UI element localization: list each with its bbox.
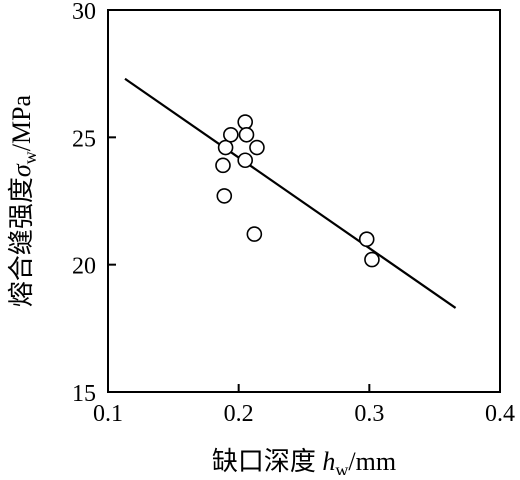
trend-line: [124, 77, 457, 309]
data-point: [358, 231, 375, 247]
data-point: [237, 114, 253, 130]
data-point: [216, 188, 233, 204]
y-tick-label: 25: [72, 126, 96, 152]
data-point: [246, 226, 263, 242]
data-point: [237, 152, 253, 169]
y-tick-label: 15: [72, 381, 96, 407]
data-point: [364, 251, 380, 268]
y-axis-title: 熔合缝强度σw/MPa: [7, 94, 40, 307]
data-point: [249, 139, 265, 156]
x-tick-label: 0.3: [354, 401, 384, 427]
y-tick-label: 20: [72, 254, 96, 280]
x-tick-label: 0.2: [224, 401, 254, 427]
data-point: [223, 126, 239, 143]
x-axis-title: 缺口深度 hw/mm: [212, 447, 396, 475]
x-tick-label: 0.1: [93, 401, 123, 427]
data-point: [238, 126, 255, 143]
y-tick-label: 30: [72, 0, 96, 25]
x-tick-label: 0.4: [485, 401, 515, 427]
data-point: [217, 139, 234, 156]
plot-frame: [107, 9, 501, 393]
data-point: [215, 157, 231, 174]
